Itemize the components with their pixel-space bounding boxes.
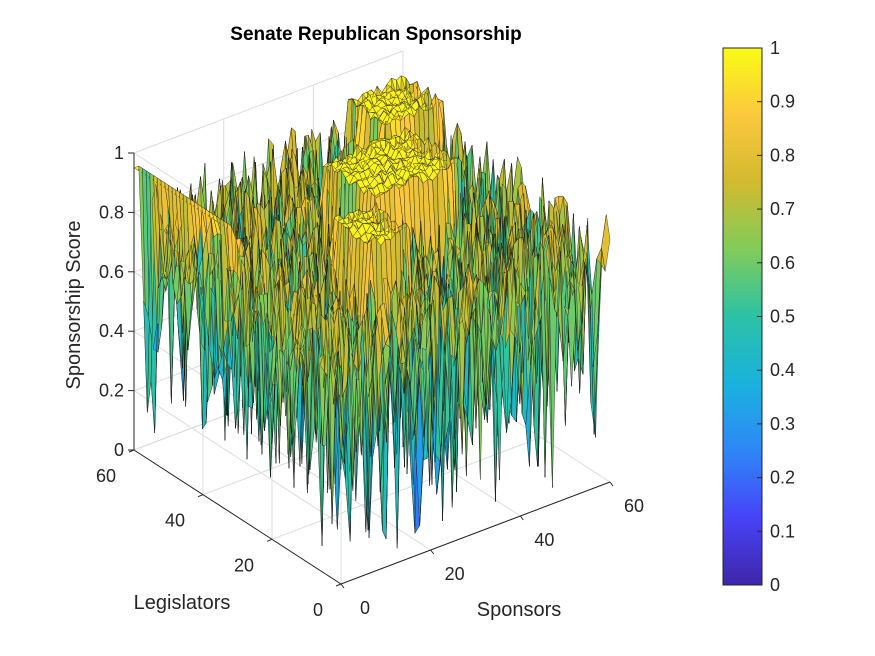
colorbar-tick-label: 1 bbox=[770, 38, 780, 58]
y-tick-mark bbox=[266, 538, 273, 542]
chart-title: Senate Republican Sponsorship bbox=[230, 24, 521, 45]
grid-line bbox=[133, 390, 342, 526]
z-axis-label: Sponsorship Score bbox=[63, 221, 85, 390]
x-tick-label: 60 bbox=[624, 496, 644, 516]
x-axis-label: Sponsors bbox=[477, 599, 562, 621]
surface-mesh bbox=[133, 75, 611, 549]
z-tick-label: 0.6 bbox=[99, 262, 124, 282]
grid-line bbox=[223, 415, 431, 551]
x-tick-mark bbox=[609, 481, 614, 487]
x-tick-label: 20 bbox=[445, 564, 465, 584]
colorbar-tick-label: 0.8 bbox=[770, 145, 795, 165]
grid-line bbox=[271, 436, 542, 540]
y-tick-label: 0 bbox=[313, 600, 323, 620]
x-tick-label: 40 bbox=[534, 530, 554, 550]
colorbar-tick-label: 0.9 bbox=[770, 92, 795, 112]
y-tick-mark bbox=[335, 583, 342, 587]
axis-line bbox=[340, 481, 611, 585]
x-tick-mark bbox=[519, 515, 524, 521]
y-axis-label: Legislators bbox=[134, 592, 231, 614]
grid-line bbox=[133, 50, 404, 154]
z-tick-label: 0.2 bbox=[99, 381, 124, 401]
surface-face bbox=[601, 214, 611, 272]
colorbar-tick-label: 0.6 bbox=[770, 253, 795, 273]
colorbar: 0 0.1 0.2 0.3 0.4 0.5 0.6 0.7 0.8 0.9 1 bbox=[722, 38, 795, 595]
z-tick-label: 0.8 bbox=[99, 202, 124, 222]
z-tick-label: 0.4 bbox=[99, 321, 124, 341]
x-tick-mark bbox=[340, 583, 345, 589]
colorbar-tick-label: 0.7 bbox=[770, 199, 795, 219]
colorbar-tick-label: 0.5 bbox=[770, 307, 795, 327]
colorbar-gradient bbox=[722, 47, 763, 586]
colorbar-tick-label: 0 bbox=[770, 575, 780, 595]
axis-line bbox=[133, 449, 342, 585]
y-tick-label: 40 bbox=[165, 511, 185, 531]
axes-lines bbox=[133, 153, 611, 585]
colorbar-tick-label: 0.2 bbox=[770, 468, 795, 488]
y-tick-mark bbox=[197, 494, 204, 498]
z-tick-label: 0 bbox=[114, 440, 124, 460]
y-tick-label: 60 bbox=[96, 466, 116, 486]
colorbar-tick-label: 0.3 bbox=[770, 414, 795, 434]
colorbar-tick-label: 0.1 bbox=[770, 521, 795, 541]
x-tick-label: 0 bbox=[360, 598, 370, 618]
colorbar-tick-label: 0.4 bbox=[770, 360, 795, 380]
tick-labels: 0 20 40 60 0 20 40 60 0 0.2 0.4 0.6 0.8 1 bbox=[96, 143, 644, 620]
colorbar-ticks: 0 0.1 0.2 0.3 0.4 0.5 0.6 0.7 0.8 0.9 1 bbox=[757, 38, 795, 595]
z-tick-label: 1 bbox=[114, 143, 124, 163]
x-tick-mark bbox=[430, 549, 435, 555]
y-tick-label: 20 bbox=[234, 555, 254, 575]
